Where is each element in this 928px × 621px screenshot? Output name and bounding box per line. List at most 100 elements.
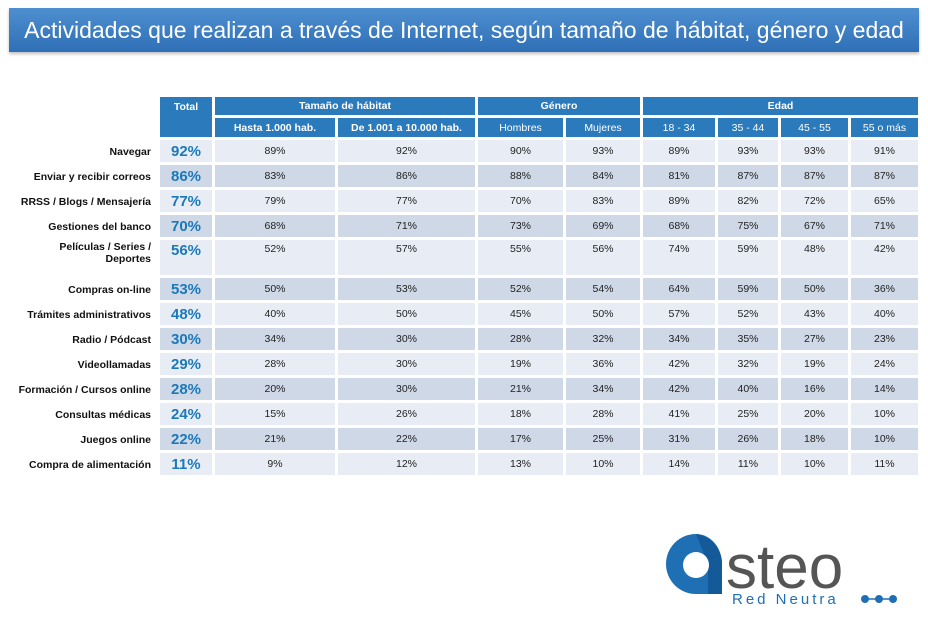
value-cell: 68% bbox=[643, 215, 715, 237]
value-cell: 71% bbox=[851, 215, 918, 237]
value-cell: 30% bbox=[338, 353, 475, 375]
value-cell: 75% bbox=[718, 215, 778, 237]
total-cell: 22% bbox=[160, 428, 212, 450]
svg-text:steo: steo bbox=[726, 533, 843, 602]
table-row: 30% 34% 30% 28% 32% 34% 35% 27% 23% bbox=[160, 328, 918, 350]
value-cell: 15% bbox=[215, 403, 335, 425]
value-cell: 89% bbox=[215, 140, 335, 162]
value-cell: 48% bbox=[781, 240, 848, 275]
value-cell: 16% bbox=[781, 378, 848, 400]
value-cell: 32% bbox=[566, 328, 640, 350]
header-hasta-1000: Hasta 1.000 hab. bbox=[215, 118, 335, 137]
value-cell: 82% bbox=[718, 190, 778, 212]
header-55-mas: 55 o más bbox=[851, 118, 918, 137]
table-row: 28% 20% 30% 21% 34% 42% 40% 16% 14% bbox=[160, 378, 918, 400]
total-cell: 53% bbox=[160, 278, 212, 300]
value-cell: 52% bbox=[215, 240, 335, 275]
value-cell: 50% bbox=[215, 278, 335, 300]
value-cell: 9% bbox=[215, 453, 335, 475]
value-cell: 32% bbox=[718, 353, 778, 375]
value-cell: 83% bbox=[566, 190, 640, 212]
value-cell: 89% bbox=[643, 140, 715, 162]
value-cell: 23% bbox=[851, 328, 918, 350]
header-18-34: 18 - 34 bbox=[643, 118, 715, 137]
row-label: Radio / Pódcast bbox=[72, 334, 151, 346]
value-cell: 27% bbox=[781, 328, 848, 350]
value-cell: 87% bbox=[781, 165, 848, 187]
value-cell: 11% bbox=[851, 453, 918, 475]
value-cell: 21% bbox=[215, 428, 335, 450]
table-row: 29% 28% 30% 19% 36% 42% 32% 19% 24% bbox=[160, 353, 918, 375]
value-cell: 88% bbox=[478, 165, 563, 187]
value-cell: 30% bbox=[338, 328, 475, 350]
row-label: Enviar y recibir correos bbox=[33, 171, 151, 183]
table-row: 70% 68% 71% 73% 69% 68% 75% 67% 71% bbox=[160, 215, 918, 237]
value-cell: 20% bbox=[215, 378, 335, 400]
table-row: 56% 52% 57% 55% 56% 74% 59% 48% 42% bbox=[160, 240, 918, 275]
total-cell: 70% bbox=[160, 215, 212, 237]
header-total: Total bbox=[160, 97, 212, 137]
value-cell: 19% bbox=[781, 353, 848, 375]
value-cell: 25% bbox=[718, 403, 778, 425]
value-cell: 43% bbox=[781, 303, 848, 325]
value-cell: 59% bbox=[718, 240, 778, 275]
value-cell: 14% bbox=[851, 378, 918, 400]
value-cell: 89% bbox=[643, 190, 715, 212]
value-cell: 40% bbox=[718, 378, 778, 400]
value-cell: 34% bbox=[215, 328, 335, 350]
table-row: 92% 89% 92% 90% 93% 89% 93% 93% 91% bbox=[160, 140, 918, 162]
table-row: 86% 83% 86% 88% 84% 81% 87% 87% 87% bbox=[160, 165, 918, 187]
value-cell: 36% bbox=[566, 353, 640, 375]
value-cell: 35% bbox=[718, 328, 778, 350]
value-cell: 21% bbox=[478, 378, 563, 400]
value-cell: 28% bbox=[478, 328, 563, 350]
row-labels: Navegar Enviar y recibir correos RRSS / Bl… bbox=[0, 141, 151, 479]
value-cell: 83% bbox=[215, 165, 335, 187]
value-cell: 28% bbox=[215, 353, 335, 375]
row-label: RRSS / Blogs / Mensajería bbox=[20, 196, 151, 208]
value-cell: 93% bbox=[566, 140, 640, 162]
header-1001-10000: De 1.001 a 10.000 hab. bbox=[338, 118, 475, 137]
value-cell: 50% bbox=[781, 278, 848, 300]
value-cell: 18% bbox=[478, 403, 563, 425]
value-cell: 68% bbox=[215, 215, 335, 237]
row-label: Gestiones del banco bbox=[48, 221, 151, 233]
value-cell: 55% bbox=[478, 240, 563, 275]
value-cell: 86% bbox=[338, 165, 475, 187]
value-cell: 57% bbox=[338, 240, 475, 275]
value-cell: 10% bbox=[781, 453, 848, 475]
value-cell: 31% bbox=[643, 428, 715, 450]
svg-text:Red Neutra: Red Neutra bbox=[732, 591, 839, 608]
total-cell: 48% bbox=[160, 303, 212, 325]
value-cell: 71% bbox=[338, 215, 475, 237]
value-cell: 13% bbox=[478, 453, 563, 475]
value-cell: 17% bbox=[478, 428, 563, 450]
value-cell: 91% bbox=[851, 140, 918, 162]
table-row: 77% 79% 77% 70% 83% 89% 82% 72% 65% bbox=[160, 190, 918, 212]
total-cell: 86% bbox=[160, 165, 212, 187]
value-cell: 40% bbox=[851, 303, 918, 325]
value-cell: 87% bbox=[718, 165, 778, 187]
header-group-genero: Género bbox=[478, 97, 640, 115]
table-row: 11% 9% 12% 13% 10% 14% 11% 10% 11% bbox=[160, 453, 918, 475]
value-cell: 30% bbox=[338, 378, 475, 400]
data-table: Total Tamaño de hábitat Género Edad Hast… bbox=[157, 94, 921, 478]
value-cell: 22% bbox=[338, 428, 475, 450]
value-cell: 11% bbox=[718, 453, 778, 475]
value-cell: 56% bbox=[566, 240, 640, 275]
value-cell: 74% bbox=[643, 240, 715, 275]
value-cell: 41% bbox=[643, 403, 715, 425]
value-cell: 93% bbox=[718, 140, 778, 162]
table-row: 48% 40% 50% 45% 50% 57% 52% 43% 40% bbox=[160, 303, 918, 325]
row-label: Trámites administrativos bbox=[27, 309, 151, 321]
page-title: Actividades que realizan a través de Int… bbox=[9, 8, 919, 52]
row-label: Navegar bbox=[109, 146, 151, 158]
value-cell: 42% bbox=[643, 353, 715, 375]
asteo-logo: steo Red Neutra bbox=[666, 533, 897, 608]
value-cell: 72% bbox=[781, 190, 848, 212]
value-cell: 34% bbox=[566, 378, 640, 400]
header-group-habitat: Tamaño de hábitat bbox=[215, 97, 475, 115]
value-cell: 90% bbox=[478, 140, 563, 162]
value-cell: 79% bbox=[215, 190, 335, 212]
header-45-55: 45 - 55 bbox=[781, 118, 848, 137]
